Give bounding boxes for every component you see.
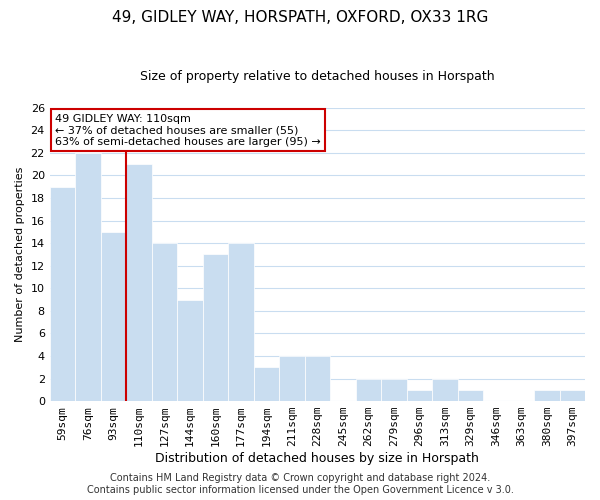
Bar [126, 164, 152, 401]
Bar [458, 390, 483, 401]
Bar [177, 300, 203, 401]
Bar [152, 243, 177, 401]
Bar [534, 390, 560, 401]
Title: Size of property relative to detached houses in Horspath: Size of property relative to detached ho… [140, 70, 494, 83]
Bar [75, 153, 101, 401]
Bar [432, 378, 458, 401]
Bar [228, 243, 254, 401]
Bar [356, 378, 381, 401]
X-axis label: Distribution of detached houses by size in Horspath: Distribution of detached houses by size … [155, 452, 479, 465]
Text: 49 GIDLEY WAY: 110sqm
← 37% of detached houses are smaller (55)
63% of semi-deta: 49 GIDLEY WAY: 110sqm ← 37% of detached … [55, 114, 321, 147]
Text: 49, GIDLEY WAY, HORSPATH, OXFORD, OX33 1RG: 49, GIDLEY WAY, HORSPATH, OXFORD, OX33 1… [112, 10, 488, 25]
Bar [560, 390, 585, 401]
Bar [305, 356, 330, 401]
Bar [254, 367, 279, 401]
Bar [50, 186, 75, 401]
Bar [407, 390, 432, 401]
Bar [381, 378, 407, 401]
Bar [203, 254, 228, 401]
Y-axis label: Number of detached properties: Number of detached properties [15, 166, 25, 342]
Bar [279, 356, 305, 401]
Bar [101, 232, 126, 401]
Text: Contains HM Land Registry data © Crown copyright and database right 2024.
Contai: Contains HM Land Registry data © Crown c… [86, 474, 514, 495]
